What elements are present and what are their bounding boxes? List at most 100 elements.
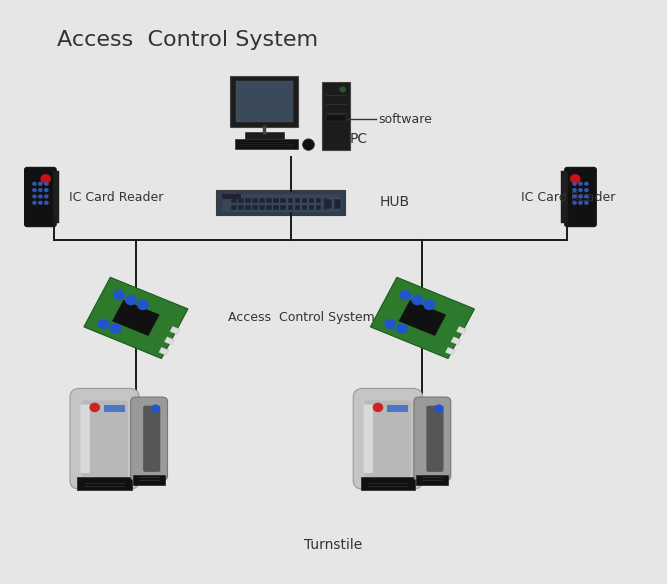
Bar	[170, 326, 180, 335]
Circle shape	[33, 201, 36, 204]
Polygon shape	[370, 277, 474, 359]
Bar	[451, 337, 461, 345]
FancyBboxPatch shape	[104, 405, 125, 412]
Circle shape	[45, 189, 48, 192]
Bar	[456, 326, 466, 335]
Circle shape	[573, 195, 576, 198]
Text: Access  Control System: Access Control System	[228, 311, 375, 324]
Circle shape	[99, 319, 109, 328]
Polygon shape	[113, 300, 159, 336]
Circle shape	[137, 300, 148, 310]
FancyBboxPatch shape	[245, 132, 284, 139]
FancyBboxPatch shape	[231, 205, 237, 210]
FancyBboxPatch shape	[295, 198, 300, 203]
Polygon shape	[399, 300, 446, 336]
Circle shape	[573, 182, 576, 185]
Circle shape	[33, 195, 36, 198]
FancyBboxPatch shape	[238, 205, 243, 210]
Circle shape	[33, 189, 36, 192]
FancyBboxPatch shape	[281, 198, 286, 203]
Circle shape	[374, 404, 383, 412]
FancyBboxPatch shape	[25, 168, 56, 227]
FancyBboxPatch shape	[252, 205, 258, 210]
FancyBboxPatch shape	[309, 205, 314, 210]
FancyBboxPatch shape	[364, 401, 412, 477]
Text: HUB: HUB	[380, 195, 410, 209]
FancyBboxPatch shape	[309, 198, 314, 203]
Circle shape	[571, 175, 580, 183]
FancyBboxPatch shape	[326, 115, 346, 120]
FancyBboxPatch shape	[266, 205, 272, 210]
FancyBboxPatch shape	[259, 205, 265, 210]
Circle shape	[579, 201, 582, 204]
Circle shape	[39, 201, 42, 204]
FancyBboxPatch shape	[273, 205, 279, 210]
Circle shape	[435, 405, 443, 412]
FancyBboxPatch shape	[131, 397, 167, 481]
FancyBboxPatch shape	[281, 205, 286, 210]
FancyBboxPatch shape	[221, 194, 241, 199]
FancyBboxPatch shape	[245, 198, 251, 203]
Circle shape	[412, 296, 423, 305]
Circle shape	[45, 195, 48, 198]
FancyBboxPatch shape	[266, 198, 272, 203]
Circle shape	[573, 189, 576, 192]
FancyBboxPatch shape	[231, 198, 237, 203]
Circle shape	[39, 182, 42, 185]
Circle shape	[424, 300, 435, 310]
Circle shape	[573, 201, 576, 204]
FancyBboxPatch shape	[81, 401, 128, 477]
FancyBboxPatch shape	[315, 205, 321, 210]
FancyBboxPatch shape	[324, 199, 332, 209]
FancyBboxPatch shape	[562, 171, 568, 223]
FancyBboxPatch shape	[252, 198, 258, 203]
Circle shape	[45, 201, 48, 204]
FancyBboxPatch shape	[565, 168, 596, 227]
FancyBboxPatch shape	[295, 205, 300, 210]
Text: IC Card Reader: IC Card Reader	[69, 190, 163, 203]
FancyBboxPatch shape	[416, 475, 448, 485]
FancyBboxPatch shape	[323, 205, 328, 210]
Circle shape	[33, 182, 36, 185]
Circle shape	[90, 404, 99, 412]
Circle shape	[45, 182, 48, 185]
FancyBboxPatch shape	[322, 82, 350, 150]
Ellipse shape	[303, 139, 314, 151]
FancyBboxPatch shape	[360, 477, 415, 490]
FancyBboxPatch shape	[323, 198, 328, 203]
FancyBboxPatch shape	[354, 388, 422, 489]
FancyBboxPatch shape	[334, 199, 342, 209]
Text: PC: PC	[350, 133, 368, 147]
Circle shape	[585, 201, 588, 204]
Circle shape	[113, 290, 124, 300]
FancyBboxPatch shape	[70, 388, 139, 489]
FancyBboxPatch shape	[315, 198, 321, 203]
FancyBboxPatch shape	[143, 406, 160, 472]
Circle shape	[110, 324, 121, 333]
Circle shape	[41, 175, 50, 183]
Circle shape	[397, 324, 408, 333]
FancyBboxPatch shape	[238, 198, 243, 203]
Circle shape	[579, 182, 582, 185]
FancyBboxPatch shape	[273, 198, 279, 203]
Circle shape	[151, 405, 159, 412]
FancyBboxPatch shape	[259, 198, 265, 203]
Circle shape	[400, 290, 411, 300]
FancyBboxPatch shape	[235, 139, 298, 150]
FancyBboxPatch shape	[287, 198, 293, 203]
Circle shape	[579, 189, 582, 192]
Bar	[446, 347, 455, 355]
FancyBboxPatch shape	[364, 405, 373, 473]
FancyBboxPatch shape	[221, 193, 340, 212]
FancyBboxPatch shape	[426, 406, 444, 472]
FancyBboxPatch shape	[287, 205, 293, 210]
Polygon shape	[84, 277, 188, 359]
FancyBboxPatch shape	[216, 190, 346, 215]
FancyBboxPatch shape	[301, 198, 307, 203]
Circle shape	[585, 182, 588, 185]
Bar	[159, 347, 169, 355]
FancyBboxPatch shape	[230, 75, 298, 127]
Circle shape	[585, 195, 588, 198]
Circle shape	[39, 189, 42, 192]
Text: IC Card Reader: IC Card Reader	[521, 190, 616, 203]
